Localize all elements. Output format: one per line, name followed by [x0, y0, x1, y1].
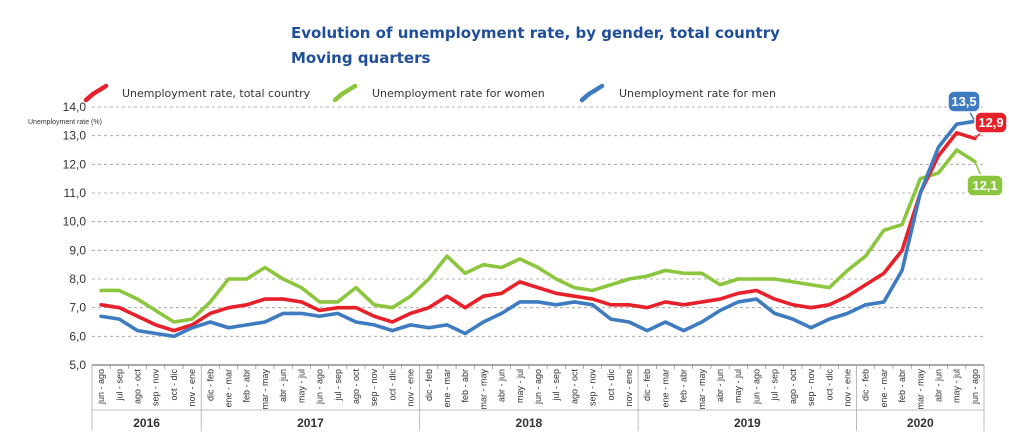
x-tick-label: ene - mar: [660, 369, 670, 408]
legend-label: Unemployment rate for men: [619, 87, 776, 100]
x-tick-label: nov - ene: [842, 369, 852, 407]
end-label-text: 12,9: [978, 115, 1003, 130]
x-tick-label: feb - abr: [679, 369, 689, 403]
end-label-box: [966, 174, 1004, 197]
y-axis-label: Unemployment rate (%): [28, 119, 102, 126]
x-tick-label: oct - dic: [387, 369, 397, 401]
chart-subtitle: Moving quarters: [291, 49, 430, 67]
x-tick-label: sep - nov: [151, 369, 161, 407]
x-tick-label: ene - mar: [879, 369, 889, 408]
x-tick-label: may - jul: [733, 369, 743, 403]
y-tick-label: 14,0: [63, 100, 87, 114]
x-tick-label: jul - sep: [333, 369, 343, 402]
x-tick-label: mar - may: [915, 369, 925, 410]
x-tick-label: dic - feb: [424, 369, 434, 401]
x-tick-label: mar - may: [260, 369, 270, 410]
x-tick-label: dic - feb: [205, 369, 215, 401]
y-tick-label: 7,0: [69, 301, 86, 315]
y-ticks: 5,0 6,0 7,0 8,0 9,0 10,0 11,0 12,0 13,0 14,0: [63, 100, 87, 372]
x-tick-label: jun - ago: [970, 369, 980, 405]
x-tick-label: abr - jun: [933, 369, 943, 402]
x-tick-label: ago - oct: [788, 369, 798, 405]
x-tick-label: oct - dic: [169, 369, 179, 401]
legend: Unemployment rate, total country Unemploy…: [83, 83, 776, 103]
end-label-text: 13,5: [951, 94, 976, 109]
x-tick-label: sep - nov: [369, 369, 379, 407]
y-tick-label: 8,0: [69, 272, 86, 286]
end-label-box: [947, 90, 981, 113]
x-tick-label: feb - abr: [242, 369, 252, 403]
x-tick-label: nov - ene: [624, 369, 634, 407]
x-tick-label: sep - nov: [806, 369, 816, 407]
x-tick-label: feb - abr: [460, 369, 470, 403]
x-tick-label: abr - jun: [715, 369, 725, 402]
end-labels: 13,512,9 12,1: [947, 90, 1008, 197]
y-tick-label: 10,0: [63, 215, 87, 229]
x-tick-label: oct - dic: [824, 369, 834, 401]
x-tick-label: may - jul: [952, 369, 962, 403]
x-tick-label: dic - feb: [642, 369, 652, 401]
gridlines: [92, 106, 984, 366]
x-tick-label: ene - mar: [442, 369, 452, 408]
y-tick-label: 9,0: [69, 243, 86, 257]
y-tick-label: 11,0: [64, 186, 87, 200]
x-tick-label: nov - ene: [406, 369, 416, 407]
x-tick-label: jun - ago: [533, 369, 543, 405]
end-label-box: [974, 111, 1008, 134]
x-tick-label: mar - may: [697, 369, 707, 410]
x-tick-label: jul - sep: [551, 369, 561, 402]
x-tick-label: may - jul: [515, 369, 525, 403]
series-line: [99, 131, 977, 333]
x-tick-label: dic - feb: [861, 369, 871, 401]
year-label: 2016: [133, 416, 160, 430]
series-line: [99, 119, 977, 339]
x-tick-label: jul - sep: [770, 369, 780, 402]
x-tick-label: jun - ago: [315, 369, 325, 405]
x-tick-label: jun - ago: [751, 369, 761, 405]
year-label: 2020: [907, 416, 934, 430]
y-tick-label: 5,0: [69, 358, 86, 372]
x-tick-label: feb - abr: [897, 369, 907, 403]
x-tick-label: ago - oct: [133, 369, 143, 405]
x-tick-label: jul - sep: [114, 369, 124, 402]
year-label: 2017: [297, 416, 324, 430]
x-tick-label: nov - ene: [187, 369, 197, 407]
legend-swatch: [83, 83, 109, 103]
year-label: 2018: [516, 416, 543, 430]
legend-swatch: [332, 83, 358, 103]
x-tick-label: may - jul: [296, 369, 306, 403]
x-tick-label: ago - oct: [351, 369, 361, 405]
legend-label: Unemployment rate for women: [372, 87, 545, 100]
year-label: 2019: [734, 416, 761, 430]
x-tick-label: oct - dic: [606, 369, 616, 401]
x-tick-label: abr - jun: [278, 369, 288, 402]
legend-label: Unemployment rate, total country: [122, 87, 311, 100]
legend-swatch: [579, 83, 605, 103]
x-tick-label: abr - jun: [497, 369, 507, 402]
x-axis: jun - ago jul - sep ago - oct sep - nov oct …: [91, 365, 985, 431]
y-tick-label: 13,0: [63, 129, 87, 143]
x-tick-label: jun - ago: [96, 369, 106, 405]
x-tick-label: ago - oct: [569, 369, 579, 405]
x-tick-label: ene - mar: [224, 369, 234, 408]
y-tick-label: 12,0: [63, 157, 87, 171]
series-lines: [99, 119, 977, 339]
series-line: [99, 148, 977, 324]
chart-title: Evolution of unemployment rate, by gende…: [291, 24, 780, 42]
x-tick-label: sep - nov: [588, 369, 598, 407]
end-label-text: 12,1: [972, 178, 997, 193]
x-tick-label: mar - may: [478, 369, 488, 410]
y-tick-label: 6,0: [69, 329, 86, 343]
